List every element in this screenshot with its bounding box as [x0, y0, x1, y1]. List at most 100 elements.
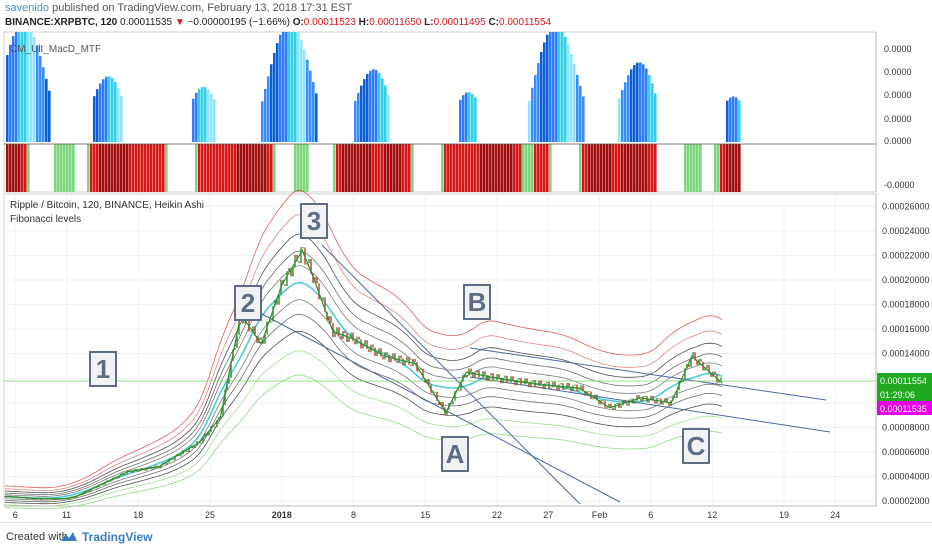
candle	[388, 354, 390, 363]
macd-bar	[375, 70, 378, 142]
candle	[340, 335, 342, 340]
macd-signal-bar	[111, 144, 114, 192]
macd-signal-bar	[72, 144, 75, 192]
candle	[440, 401, 442, 405]
tradingview-brand[interactable]: TradingView	[82, 530, 153, 544]
candle	[402, 358, 404, 366]
candle	[422, 368, 424, 379]
macd-signal-bar	[396, 144, 399, 192]
macd-bar	[462, 95, 465, 142]
candle	[300, 247, 302, 264]
macd-bar	[618, 98, 621, 142]
candle	[714, 371, 716, 375]
macd-signal-bar	[465, 144, 468, 192]
close-price-badge: 0.00011535	[880, 404, 927, 414]
candle	[602, 400, 604, 402]
y-tick-label: 0.00004000	[882, 472, 930, 482]
macd-bar	[576, 75, 579, 142]
macd-signal-bar	[366, 144, 369, 192]
fibonacci-band	[4, 189, 723, 489]
macd-bar	[93, 96, 96, 142]
candle	[452, 400, 454, 405]
macd-signal-bar	[162, 144, 165, 192]
candle	[180, 454, 182, 457]
candle	[470, 368, 472, 373]
macd-signal-bar	[468, 144, 471, 192]
y-tick-label: 0.00014000	[882, 349, 930, 359]
trend-line	[469, 376, 831, 433]
candle	[352, 332, 354, 341]
macd-signal-bar	[729, 144, 732, 192]
candle	[374, 347, 376, 357]
macd-signal-bar	[12, 144, 15, 192]
macd-bar	[564, 36, 567, 143]
macd-signal-bar	[147, 144, 150, 192]
candle	[194, 445, 196, 449]
macd-signal-bar	[624, 144, 627, 192]
macd-bar	[27, 32, 30, 142]
macd-bar	[285, 32, 288, 142]
candle	[460, 381, 462, 391]
macd-bar	[303, 49, 306, 142]
macd-signal-bar	[207, 144, 210, 192]
candle	[406, 356, 408, 361]
candle	[596, 394, 598, 400]
macd-bar	[204, 87, 207, 142]
candle	[364, 340, 366, 345]
macd-bar	[18, 32, 21, 142]
chart-header: savenido published on TradingView.com, F…	[0, 0, 932, 32]
macd-signal-bar	[105, 144, 108, 192]
candle	[610, 403, 612, 408]
macd-signal-bar	[231, 144, 234, 192]
macd-signal-bar	[642, 144, 645, 192]
author-link[interactable]: savenido	[5, 2, 50, 14]
macd-bar	[108, 76, 111, 142]
candle	[700, 359, 702, 362]
macd-signal-bar	[579, 144, 582, 192]
x-tick-label: 25	[205, 510, 215, 520]
macd-signal-bar	[627, 144, 630, 192]
macd-signal-bar	[24, 144, 27, 192]
macd-bar	[117, 87, 120, 142]
macd-bar	[261, 101, 264, 142]
candle	[510, 376, 512, 383]
macd-bar	[546, 34, 549, 142]
macd-signal-bar	[360, 144, 363, 192]
x-tick-label: 19	[779, 510, 789, 520]
candle	[454, 390, 456, 401]
candle	[496, 374, 498, 381]
candle	[288, 268, 290, 272]
macd-bar	[468, 92, 471, 142]
macd-signal-bar	[390, 144, 393, 192]
macd-signal-bar	[63, 144, 66, 192]
macd-signal-bar	[258, 144, 261, 192]
candle	[190, 445, 192, 448]
macd-signal-bar	[693, 144, 696, 192]
candle	[428, 379, 430, 385]
x-tick-label: 6	[13, 510, 18, 520]
macd-bar	[297, 32, 300, 142]
candle	[338, 327, 340, 336]
candle	[640, 399, 642, 402]
candle	[644, 396, 646, 398]
candle	[474, 372, 476, 379]
macd-signal-bar	[723, 144, 726, 192]
macd-bar	[543, 42, 546, 142]
macd-signal-bar	[198, 144, 201, 192]
x-tick-label: 12	[707, 510, 717, 520]
y-tick-label: 0.00008000	[882, 422, 930, 432]
symbol-label[interactable]: BINANCE:XRPBTC, 120	[5, 17, 118, 28]
macd-signal-bar	[531, 144, 534, 192]
indicator-axis-label: 0.0000	[884, 90, 912, 100]
candle	[290, 268, 292, 277]
macd-signal-bar	[102, 144, 105, 192]
indicator-axis-label: 0.0000	[884, 44, 912, 54]
macd-signal-bar	[684, 144, 687, 192]
macd-bar	[579, 85, 582, 142]
macd-bar	[567, 44, 570, 142]
candle	[396, 361, 398, 363]
chart-area[interactable]: CM_Ult_MacD_MTF 0.00000.00000.00000.0000…	[0, 30, 932, 522]
candle	[490, 373, 492, 376]
candle	[362, 344, 364, 349]
candle	[270, 321, 272, 323]
